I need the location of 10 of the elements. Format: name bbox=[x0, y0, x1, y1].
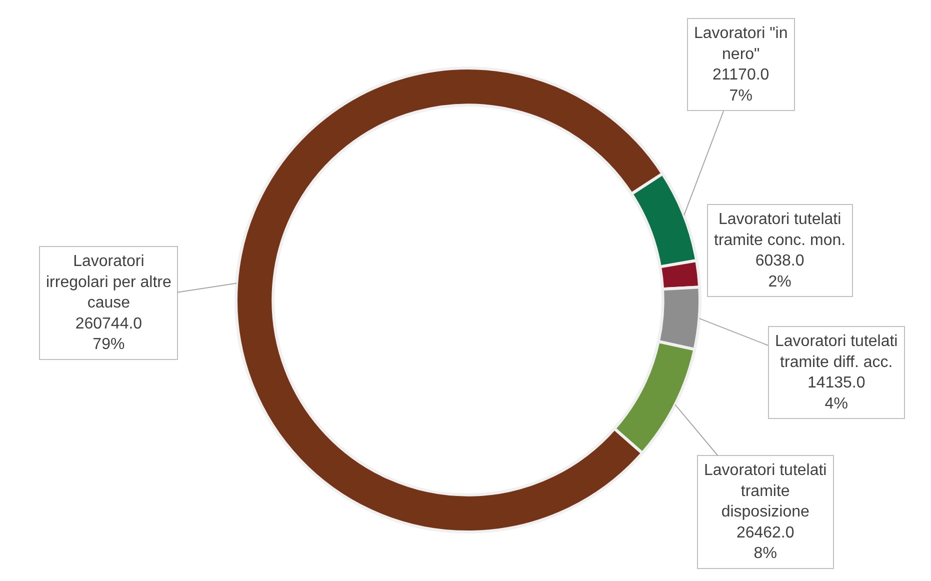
slice-label: Lavoratori tutelati tramite conc. mon. bbox=[714, 211, 846, 249]
slice-label: Lavoratori "in nero" bbox=[694, 25, 788, 63]
slice-label: Lavoratori tutelati tramite diff. acc. bbox=[775, 333, 898, 371]
data-label: 6038.0 2% bbox=[755, 252, 804, 290]
data-label: 260744.0 79% bbox=[75, 315, 142, 354]
data-label: 14135.0 4% bbox=[807, 374, 866, 412]
data-label: 21170.0 7% bbox=[712, 66, 770, 104]
data-label: 26462.0 8% bbox=[736, 524, 794, 562]
slice-label: Lavoratori irregolari per altre cause bbox=[46, 253, 172, 312]
slice-label: Lavoratori tutelati tramite disposizione bbox=[704, 462, 827, 521]
